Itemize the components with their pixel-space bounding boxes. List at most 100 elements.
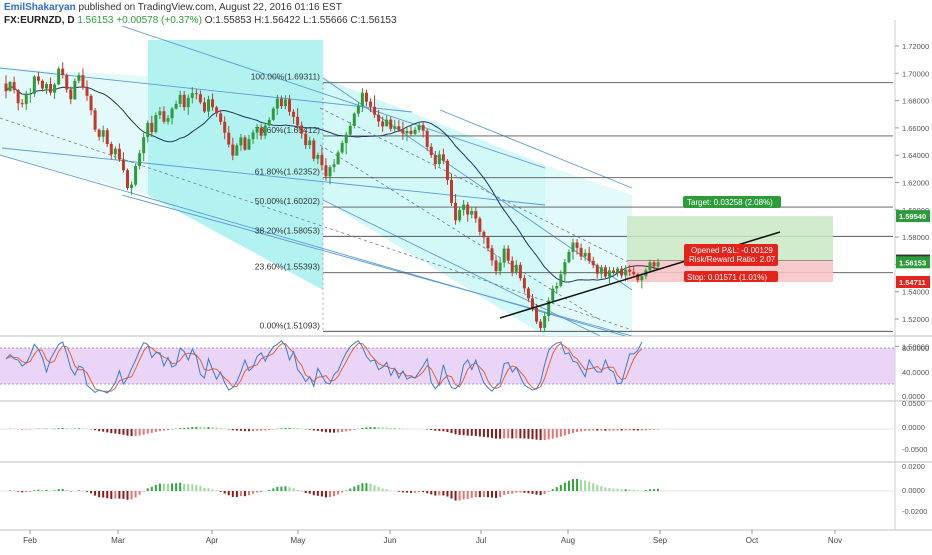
macd-histogram-pane-2 [0,478,895,501]
candle-body [462,204,466,210]
annotations: Target: 0.03258 (2.08%) Opened P&L: -0.00… [683,196,781,282]
macd2-axis-label: 0.0200 [902,462,925,471]
candle-body [24,94,28,105]
candle-body [271,108,275,120]
candle-body [551,288,555,301]
candle-body [437,154,441,165]
candle-body [255,127,259,133]
candle-body [628,269,632,272]
candle-body [575,242,579,248]
candle-body [502,248,506,263]
candle-body [12,82,16,90]
candle-body [324,165,328,177]
candle-body [130,184,134,188]
price-tag-label: 1.59540 [899,212,926,221]
candle-body [397,126,401,130]
candle-body [373,106,377,115]
candle-body [466,204,470,215]
candle-body [134,165,138,185]
candle-body [251,132,255,140]
channel-line-2 [121,25,546,169]
candle-body [40,80,44,89]
channel-line-7 [439,109,633,189]
macd2-axis-label: -0.0200 [902,507,927,516]
time-axis-label: May [290,536,305,545]
candle-body [539,321,543,328]
price-tag-box [896,256,930,269]
candle-body [385,119,389,127]
price-change: +0.00578 (+0.37%) [116,15,202,26]
candle-body [93,110,97,130]
candle-body [154,115,158,132]
candle-body [20,103,24,105]
candle-body [579,247,583,257]
stochastic-axis-label: 40.0000 [902,368,929,377]
fib-label: 38.20%(1.58053) [255,225,320,235]
candle-body [105,130,109,145]
candle-body [65,74,69,90]
candle-body [587,252,591,261]
stochastic-axis-label: 0.0000 [902,392,925,401]
candle-body [640,276,644,281]
candle-body [421,125,425,131]
fib-label: 0.00%(1.51093) [260,320,321,330]
author-link[interactable]: EmilShakaryan [4,2,76,13]
candle-body [4,83,8,92]
candle-body [263,125,267,136]
candle-body [267,119,271,126]
price-tag-box [896,210,930,223]
candle-body [312,140,316,159]
candle-body [620,268,624,276]
time-axis-label: Feb [23,536,37,545]
candle-body [231,144,235,156]
candle-body [146,122,150,138]
candle-body [182,94,186,108]
candle-body [336,152,340,165]
candle-body [433,154,437,165]
time-axis-label: Aug [561,536,575,545]
symbol-label: FX:EURNZD, D [4,15,75,26]
candle-body [138,153,142,166]
fib-label: 50.00%(1.60202) [255,196,320,206]
candle-body [360,92,364,106]
candle-body [340,142,344,153]
candle-body [279,98,283,107]
candle-body [239,137,243,146]
ohlc-values: O:1.55853 H:1.56422 L:1.55666 C:1.56153 [204,15,397,26]
time-axis-label: Nov [828,536,842,545]
candle-body [77,75,81,81]
risk-reward-label: Risk/Reward Ratio: 2.07 [689,255,776,264]
stochastic-k-line [5,340,643,394]
candle-body [555,285,559,289]
axes: 1.72000 1.70000 1.68000 1.66000 1.64000 1.620… [23,42,930,545]
median-dash-1 [319,107,633,265]
candle-body [364,92,368,102]
price-tick-label: 1.64000 [902,151,929,160]
candle-body [190,93,194,98]
candle-body [304,133,308,146]
candle-body [45,84,48,89]
price-tick-label: 1.58000 [902,233,929,242]
candle-body [369,101,372,107]
candle-body [275,98,279,109]
publish-info: published on TradingView.com, August 22,… [78,2,342,13]
candle-body [559,274,563,286]
candle-body [32,76,36,94]
candle-body [429,146,433,155]
candle-body [531,298,534,308]
time-axis-label: Oct [746,536,759,545]
candle-body [656,262,660,267]
candle-body [652,262,656,267]
price-tick-label: 1.70000 [902,69,929,78]
price-tag-label: 1.56153 [899,258,926,267]
price-tick-label: 1.66000 [902,124,929,133]
candle-body [332,164,336,168]
macd-histogram-pane-1 [0,426,895,441]
candle-body [450,179,453,203]
candle-body [522,278,526,289]
price-tick-label: 1.62000 [902,179,929,188]
candle-body [543,315,547,328]
candle-body [454,202,458,221]
